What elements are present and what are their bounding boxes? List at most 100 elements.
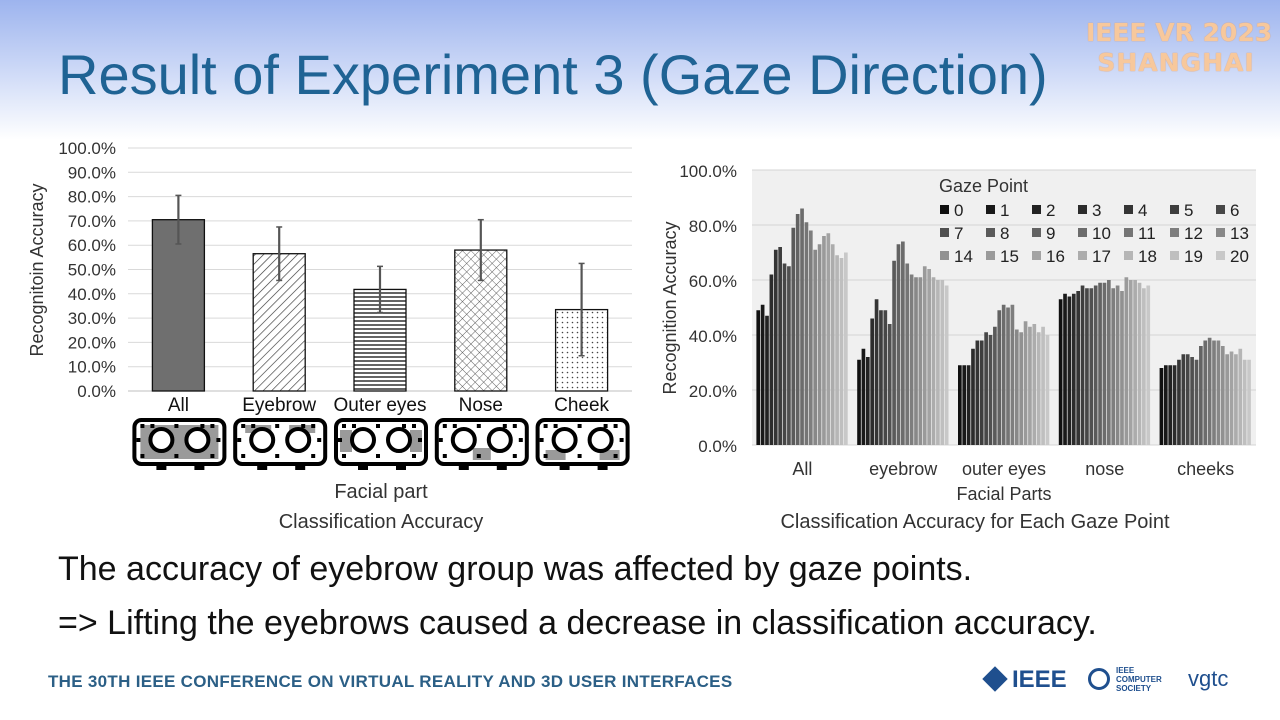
legend-label: 3 — [1092, 201, 1101, 220]
y-tick-label: 70.0% — [68, 212, 116, 231]
legend-label: 12 — [1184, 224, 1203, 243]
legend-label: 4 — [1138, 201, 1147, 220]
y-tick-label: 80.0% — [689, 217, 737, 236]
bar — [1041, 326, 1045, 445]
bar — [800, 208, 804, 445]
bar — [1216, 340, 1221, 445]
legend-swatch — [1216, 228, 1225, 237]
bar — [1199, 346, 1203, 445]
legend-label: 10 — [1092, 224, 1111, 243]
bar — [975, 340, 980, 445]
bar — [1146, 285, 1151, 445]
bar — [857, 359, 861, 445]
legend-label: 9 — [1046, 224, 1055, 243]
bar — [787, 266, 791, 445]
bar — [1142, 288, 1146, 445]
bar — [1242, 359, 1247, 445]
x-axis-label: Facial part — [334, 481, 428, 503]
bar — [1045, 335, 1050, 445]
bar — [874, 299, 879, 445]
footer-logos: IEEE IEEE COMPUTER SOCIETY vgtc — [982, 660, 1272, 700]
category-label: eyebrow — [869, 459, 938, 479]
bar — [1058, 299, 1063, 445]
bar — [958, 365, 962, 445]
bar — [865, 357, 870, 445]
bar — [830, 244, 835, 445]
legend-swatch — [940, 251, 949, 260]
bar — [756, 310, 761, 445]
legend-label: 2 — [1046, 201, 1055, 220]
computer-society-text: IEEE COMPUTER SOCIETY — [1116, 666, 1162, 693]
bar — [962, 365, 967, 445]
bar — [1010, 304, 1015, 445]
y-tick-label: 20.0% — [68, 333, 116, 352]
bar — [808, 230, 813, 445]
legend-swatch — [1124, 228, 1133, 237]
legend-label: 17 — [1092, 247, 1111, 266]
bar — [1128, 280, 1133, 445]
bar — [1023, 321, 1028, 445]
header-background — [0, 0, 1280, 140]
bar — [966, 365, 971, 445]
bar — [1137, 282, 1142, 445]
bar — [839, 258, 844, 445]
y-tick-label: 60.0% — [689, 272, 737, 291]
legend-swatch — [1170, 228, 1179, 237]
category-label: All — [792, 459, 812, 479]
bar — [804, 222, 809, 445]
bar — [1089, 288, 1094, 445]
y-tick-label: 50.0% — [68, 261, 116, 280]
legend-swatch — [1124, 205, 1133, 214]
bar — [1234, 354, 1238, 445]
conference-logo: IEEE VR 2023 SHANGHAI — [1086, 18, 1272, 78]
legend-swatch — [940, 228, 949, 237]
bar — [909, 274, 914, 445]
bar — [1190, 357, 1194, 445]
bar — [795, 214, 800, 445]
bar — [1159, 368, 1164, 445]
bar — [984, 332, 988, 445]
legend-swatch — [1078, 205, 1087, 214]
y-tick-label: 100.0% — [679, 162, 737, 181]
face-icon-nose — [434, 418, 529, 470]
bar — [773, 249, 778, 445]
bar — [922, 266, 927, 445]
legend-label: 8 — [1000, 224, 1009, 243]
bar — [760, 304, 765, 445]
bar — [1181, 354, 1186, 445]
legend-swatch — [940, 205, 949, 214]
bar — [988, 335, 993, 445]
legend-label: 5 — [1184, 201, 1193, 220]
bar — [1163, 365, 1168, 445]
bar — [1238, 348, 1243, 445]
bar — [791, 227, 796, 445]
y-tick-label: 100.0% — [58, 139, 116, 158]
bar — [1106, 280, 1111, 445]
bar — [1168, 365, 1173, 445]
category-label: All — [168, 395, 189, 416]
bar — [997, 310, 1002, 445]
bar — [835, 255, 839, 445]
legend-label: 11 — [1138, 224, 1156, 243]
y-tick-label: 20.0% — [689, 382, 737, 401]
legend-label: 14 — [954, 247, 973, 266]
bar — [1076, 291, 1081, 445]
footer-conference-text: THE 30TH IEEE CONFERENCE ON VIRTUAL REAL… — [48, 672, 733, 691]
bar — [1014, 329, 1019, 445]
bar — [918, 277, 923, 445]
legend-label: 7 — [954, 224, 963, 243]
legend-swatch — [1032, 251, 1041, 260]
face-icon-all — [132, 418, 227, 470]
bar — [993, 326, 997, 445]
bar — [782, 263, 787, 445]
legend-swatch — [1078, 251, 1087, 260]
bar — [151, 219, 206, 392]
bar — [1111, 288, 1116, 445]
finding-text: The accuracy of eyebrow group was affect… — [58, 550, 973, 588]
legend-label: 20 — [1230, 247, 1249, 266]
bar — [1098, 282, 1102, 445]
bar — [971, 348, 975, 445]
bar — [914, 277, 918, 445]
legend-swatch — [1216, 251, 1225, 260]
ieee-logo-text: IEEE — [1012, 666, 1067, 693]
